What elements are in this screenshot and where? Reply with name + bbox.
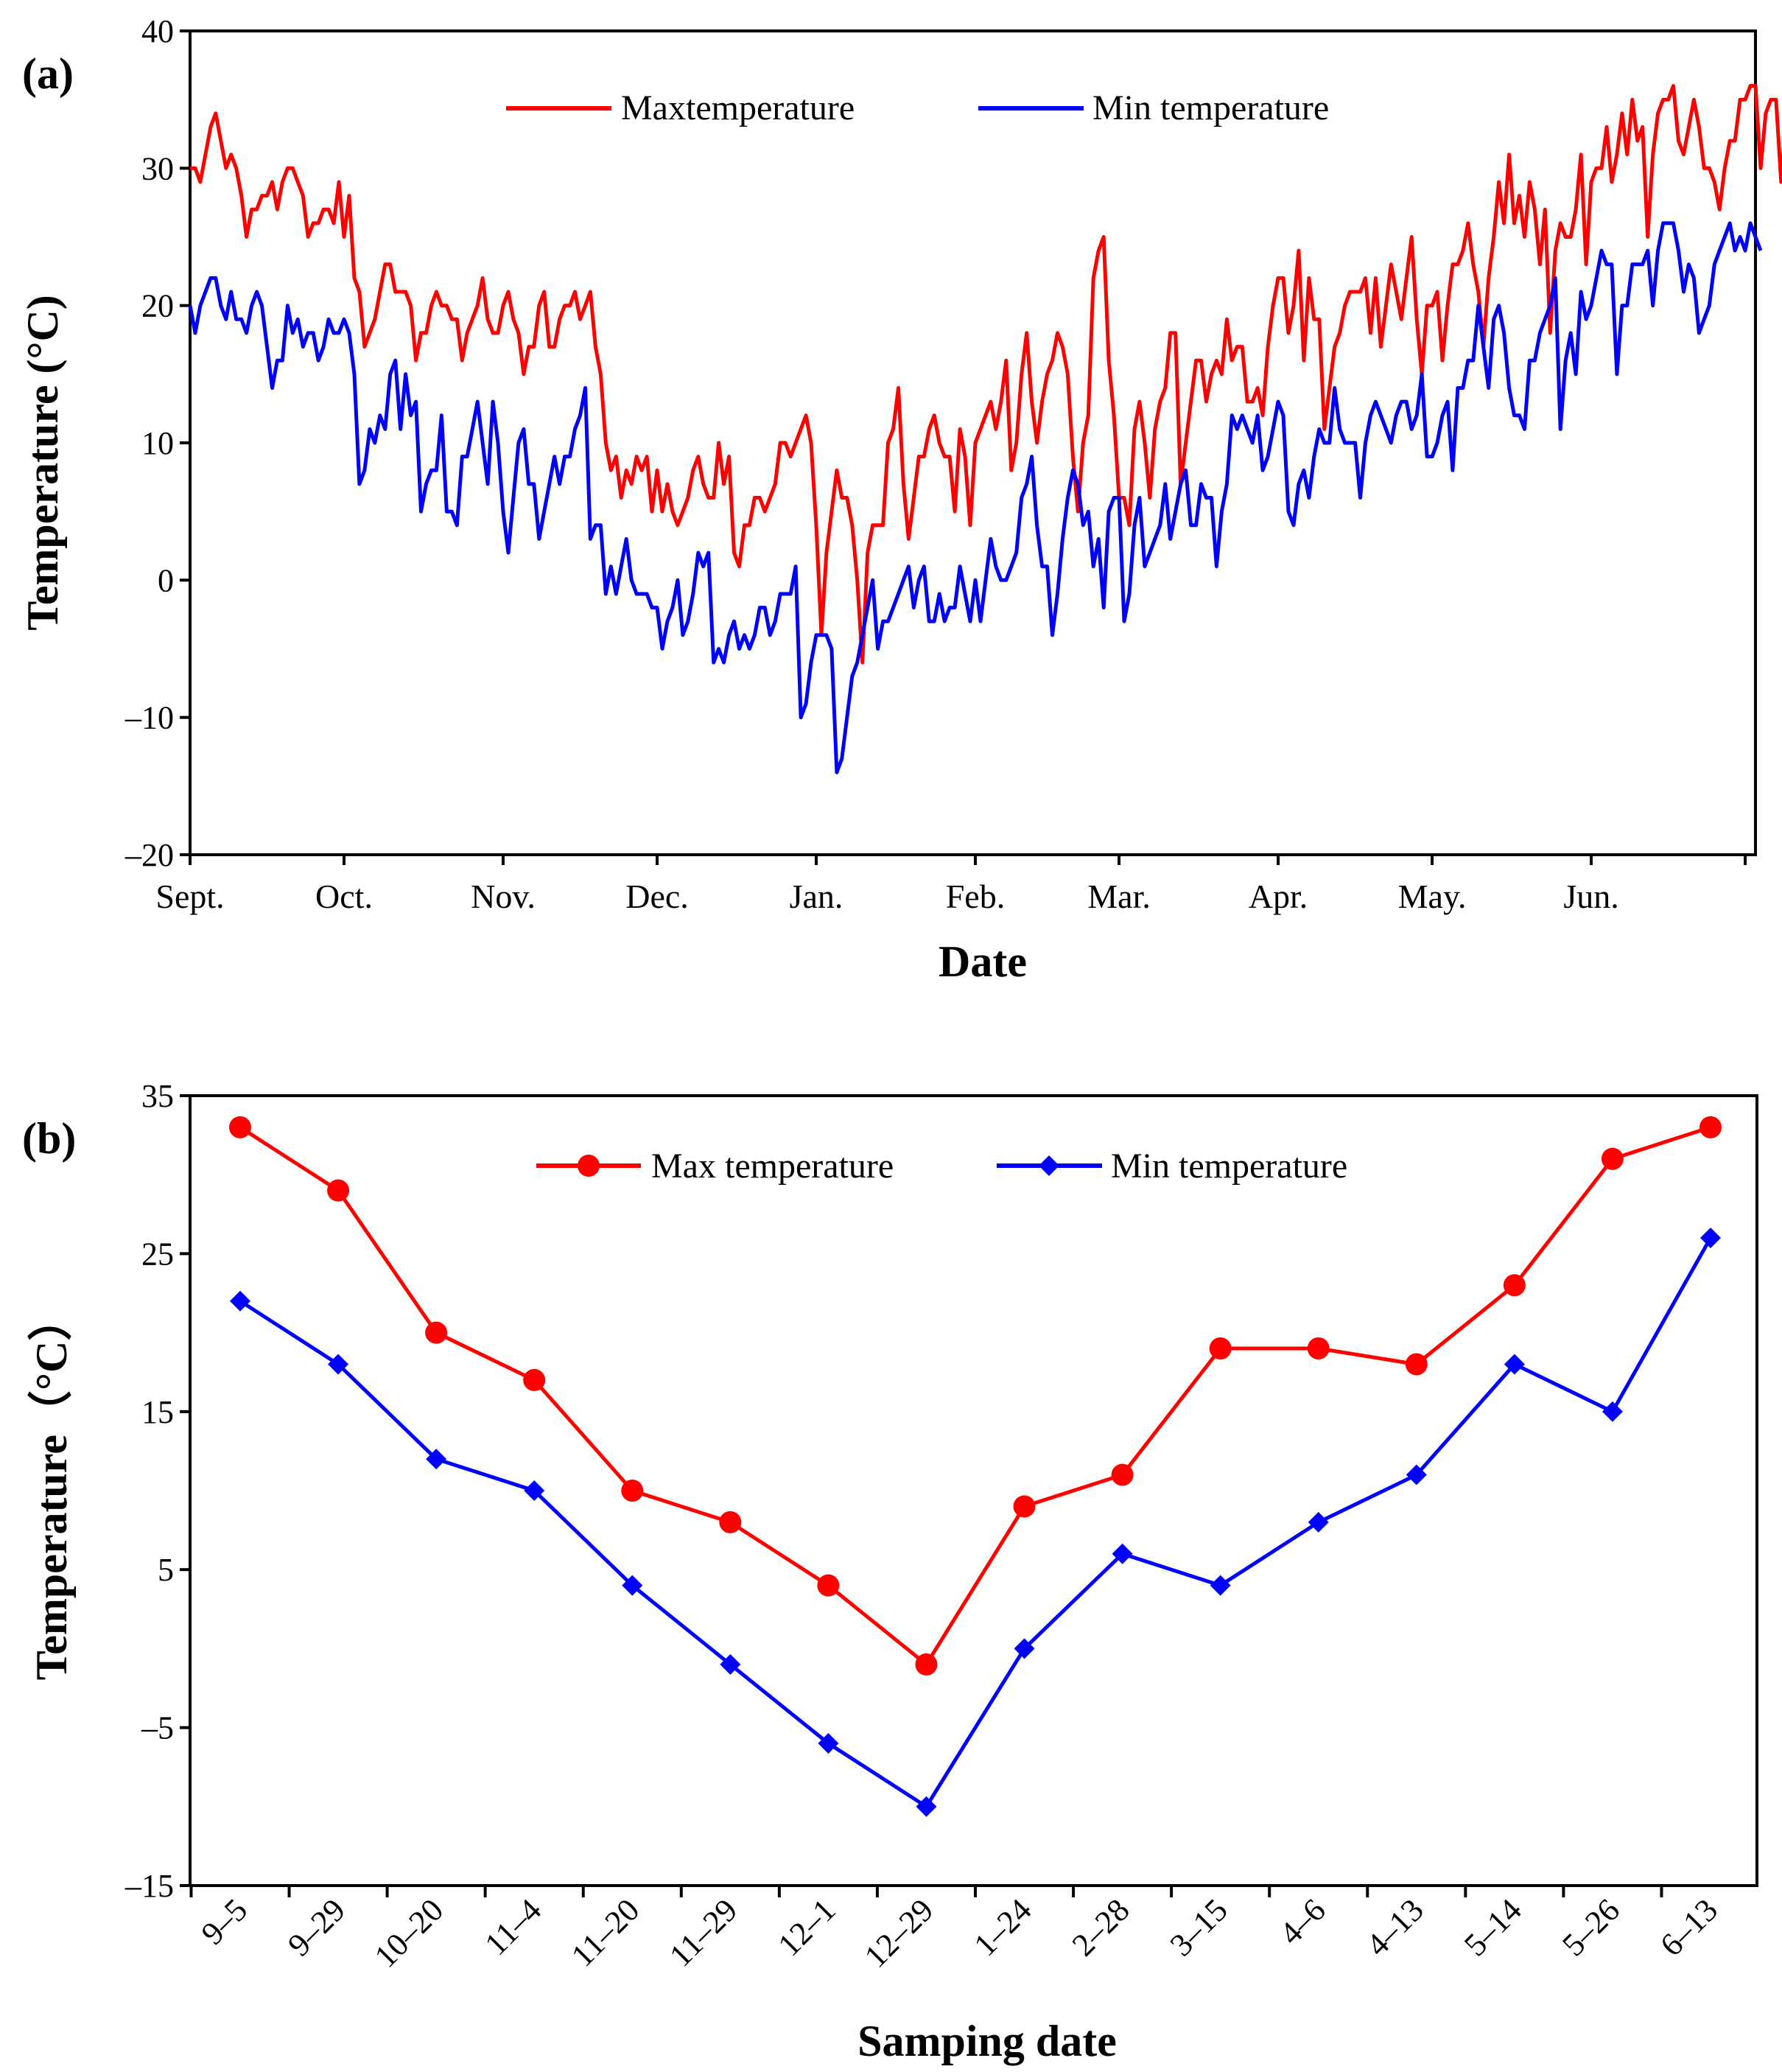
x-tick-label: 12–29 — [857, 1891, 940, 1974]
panel-b-axes: –15 –5 5 15 25 35 9–5 9–29 10–20 11–4 11–20 11–29 12… — [124, 1078, 1758, 1975]
max-temperature-point — [1209, 1337, 1232, 1360]
panel-a-label: (a) — [22, 49, 74, 98]
panel-b-sampling-temperature-chart: (b) –15 –5 5 15 25 35 9–5 9–29 10–20 11–4 11–20 11–… — [22, 1078, 1758, 2065]
legend-min-marker — [1039, 1155, 1059, 1176]
legend-min-label: Min temperature — [1111, 1147, 1347, 1186]
x-tick-label: 10–20 — [368, 1891, 450, 1974]
y-tick-label: 0 — [158, 562, 174, 598]
x-tick-label: 11–29 — [662, 1891, 744, 1973]
panel-a-daily-temperature-chart: (a) –20 –10 0 10 20 30 40 Sept. Oct. Nov. Dec. Jan.… — [18, 13, 1782, 986]
panel-b-x-axis-title: Samping date — [857, 2017, 1117, 2065]
panel-b-y-axis-title: Temperature（°C） — [27, 1297, 76, 1681]
legend-max-label: Max temperature — [651, 1147, 894, 1186]
x-tick-label: Sept. — [155, 878, 224, 915]
panel-a-legend: Maxtemperature Min temperature — [506, 88, 1329, 127]
x-tick-label: 11–4 — [478, 1891, 549, 1962]
min-temperature-point — [1210, 1575, 1231, 1596]
max-temperature-point — [523, 1368, 546, 1391]
x-tick-label: 5–14 — [1457, 1891, 1529, 1963]
legend-max-marker — [578, 1155, 600, 1177]
x-tick-label: May. — [1398, 878, 1467, 915]
min-temperature-point — [1112, 1543, 1133, 1564]
min-temperature-point — [1700, 1227, 1721, 1248]
min-temperature-point — [230, 1290, 250, 1312]
max-temperature-point — [719, 1511, 742, 1533]
y-tick-label: –15 — [124, 1868, 174, 1904]
min-temperature-point — [1406, 1464, 1427, 1485]
min-temperature-point — [1014, 1638, 1035, 1659]
panel-a-series-lines — [188, 84, 1782, 774]
y-tick-label: 15 — [141, 1394, 174, 1430]
x-tick-label: Jun. — [1563, 878, 1618, 915]
max-temperature-point — [1307, 1337, 1330, 1360]
x-tick-label: 4–13 — [1359, 1891, 1431, 1963]
min-temperature-line — [239, 1236, 1713, 1810]
x-tick-label: Feb. — [946, 878, 1006, 915]
y-tick-label: 20 — [141, 288, 174, 324]
y-tick-label: 35 — [141, 1078, 174, 1114]
x-tick-label: 6–13 — [1653, 1891, 1725, 1963]
y-tick-label: –20 — [124, 837, 174, 873]
panel-b-label: (b) — [22, 1114, 76, 1163]
max-temperature-point — [1111, 1463, 1134, 1486]
x-tick-label: 11–20 — [564, 1891, 646, 1973]
min-temperature-point — [916, 1796, 937, 1817]
max-temperature-point — [1013, 1495, 1036, 1518]
panel-a-x-axis-title: Date — [939, 937, 1027, 986]
panel-a-axes: –20 –10 0 10 20 30 40 Sept. Oct. Nov. Dec. Jan. Feb.… — [124, 13, 1757, 915]
panel-a-y-axis-title: Temperature (°C) — [18, 295, 67, 631]
legend-min-label: Min temperature — [1092, 88, 1329, 127]
max-temperature-line — [190, 84, 1782, 665]
x-tick-label: 3–15 — [1163, 1891, 1235, 1963]
min-temperature-point — [1504, 1354, 1525, 1375]
y-tick-label: –5 — [141, 1710, 174, 1746]
panel-b-plot-frame — [189, 1094, 1758, 1887]
x-tick-label: Jan. — [790, 878, 843, 915]
panel-a-plot-frame — [189, 29, 1757, 856]
panel-b-legend: Max temperature Min temperature — [536, 1147, 1347, 1186]
y-tick-label: 5 — [158, 1552, 174, 1588]
max-temperature-point — [915, 1653, 938, 1676]
max-temperature-point — [1699, 1116, 1722, 1138]
x-tick-label: Mar. — [1087, 878, 1151, 915]
max-temperature-point — [229, 1116, 251, 1138]
x-tick-label: 1–24 — [967, 1891, 1039, 1963]
panel-b-series-lines — [229, 1116, 1722, 1817]
max-temperature-point — [1405, 1353, 1428, 1376]
min-temperature-point — [622, 1575, 643, 1596]
max-temperature-point — [621, 1480, 644, 1502]
min-temperature-point — [720, 1653, 741, 1675]
min-temperature-line — [188, 221, 1763, 774]
x-tick-label: 4–6 — [1272, 1891, 1332, 1951]
y-tick-label: 25 — [141, 1236, 174, 1272]
x-tick-label: 9–5 — [194, 1891, 254, 1951]
legend-max-label: Maxtemperature — [621, 88, 855, 127]
x-tick-label: Dec. — [625, 878, 689, 915]
x-tick-label: 9–29 — [281, 1891, 352, 1963]
x-tick-label: 12–1 — [771, 1891, 843, 1963]
x-tick-label: 2–28 — [1065, 1891, 1137, 1963]
min-temperature-point — [818, 1733, 839, 1754]
min-temperature-point — [1602, 1401, 1623, 1422]
x-tick-label: 5–26 — [1555, 1891, 1627, 1963]
max-temperature-point — [327, 1179, 350, 1202]
y-tick-label: 30 — [141, 150, 174, 186]
max-temperature-point — [1503, 1274, 1526, 1297]
max-temperature-line — [239, 1125, 1711, 1667]
x-tick-label: Oct. — [315, 878, 373, 915]
max-temperature-point — [817, 1574, 840, 1597]
y-tick-label: 10 — [141, 425, 174, 461]
min-temperature-point — [328, 1354, 349, 1375]
min-temperature-point — [524, 1480, 545, 1501]
y-tick-label: –10 — [124, 700, 174, 736]
min-temperature-point — [1308, 1511, 1329, 1533]
y-tick-label: 40 — [141, 13, 174, 49]
x-tick-label: Apr. — [1249, 878, 1308, 915]
max-temperature-point — [425, 1321, 448, 1344]
min-temperature-point — [426, 1449, 447, 1470]
x-tick-label: Nov. — [471, 878, 536, 915]
max-temperature-point — [1601, 1147, 1624, 1170]
